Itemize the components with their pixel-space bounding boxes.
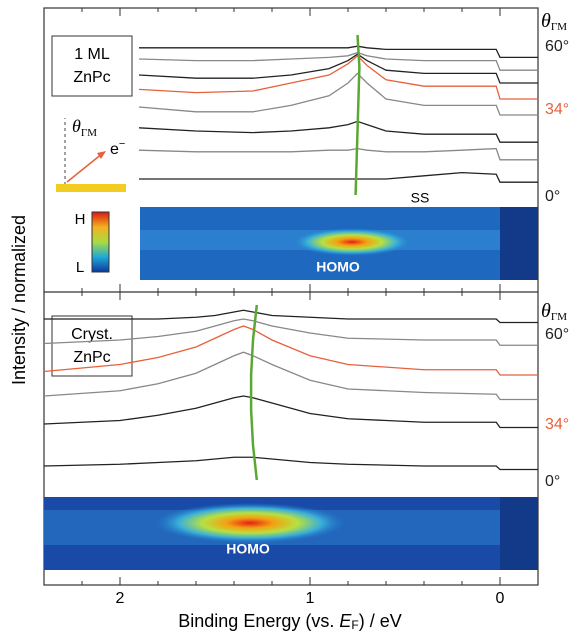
theta: θΓM	[72, 116, 97, 138]
emission-arrow	[66, 152, 104, 183]
heatmap-bottom	[44, 497, 538, 570]
spectrum	[43, 395, 538, 429]
heatmap-top	[140, 207, 538, 280]
angle-label: 60°	[545, 326, 569, 343]
spectrum	[138, 53, 538, 84]
x-tick-label: 0	[496, 590, 505, 607]
spectrum	[43, 318, 538, 346]
label-box	[51, 315, 133, 377]
panel-label: ZnPc	[73, 349, 110, 366]
spectrum	[138, 54, 538, 100]
theta-sub: ΓM	[551, 311, 567, 323]
spectrum	[44, 309, 538, 324]
spectrum	[138, 120, 538, 143]
x-label-part: E	[339, 611, 352, 631]
x-label-part: ) / eV	[359, 611, 402, 631]
panel-label: 1 ML	[74, 46, 110, 63]
angle-label: 0°	[545, 188, 560, 205]
arrow-head	[97, 151, 106, 159]
panel-label: ZnPc	[73, 69, 110, 86]
theta-label: θΓM	[541, 10, 567, 33]
theta-sub: ΓM	[551, 21, 567, 33]
frame	[43, 7, 539, 586]
x-label-part: Binding Energy (vs.	[178, 611, 339, 631]
electron-sup: −	[119, 138, 125, 150]
label-box	[51, 35, 133, 97]
dispersion	[249, 304, 259, 481]
ss-label: SS	[411, 190, 430, 206]
y-axis-label: Intensity / normalized	[9, 215, 29, 385]
x-axis-label: Binding Energy (vs. EF) / eV	[178, 611, 401, 632]
angle-label: 0°	[545, 473, 560, 490]
angle-label: 60°	[545, 38, 569, 55]
map-label: HOMO	[226, 541, 270, 557]
panel-label: Cryst.	[71, 326, 113, 343]
colorbar-high: H	[75, 211, 86, 228]
colorbar-low: L	[76, 259, 84, 276]
theta-label: θΓM	[541, 300, 567, 323]
electron-e: e	[110, 141, 119, 158]
spectrum	[139, 45, 538, 59]
angle-label: 34°	[545, 101, 569, 118]
theta-symbol: θ	[541, 10, 551, 32]
theta-symbol: θ	[541, 300, 551, 322]
map-label: HOMO	[316, 259, 360, 275]
spectrum	[43, 456, 538, 471]
colorbar	[91, 211, 110, 273]
electron: e−	[110, 138, 125, 158]
spectrum	[138, 72, 538, 116]
sample	[56, 184, 126, 192]
angle-label: 34°	[545, 416, 569, 433]
theta-symbol: θ	[72, 116, 81, 136]
x-tick-label: 1	[306, 590, 315, 607]
spectrum	[138, 147, 538, 161]
theta-sub: ΓM	[81, 127, 97, 139]
spectrum	[138, 51, 538, 71]
x-label-part: F	[351, 618, 358, 632]
dispersion	[354, 34, 361, 196]
x-tick-label: 2	[116, 590, 125, 607]
spectrum	[139, 171, 538, 183]
